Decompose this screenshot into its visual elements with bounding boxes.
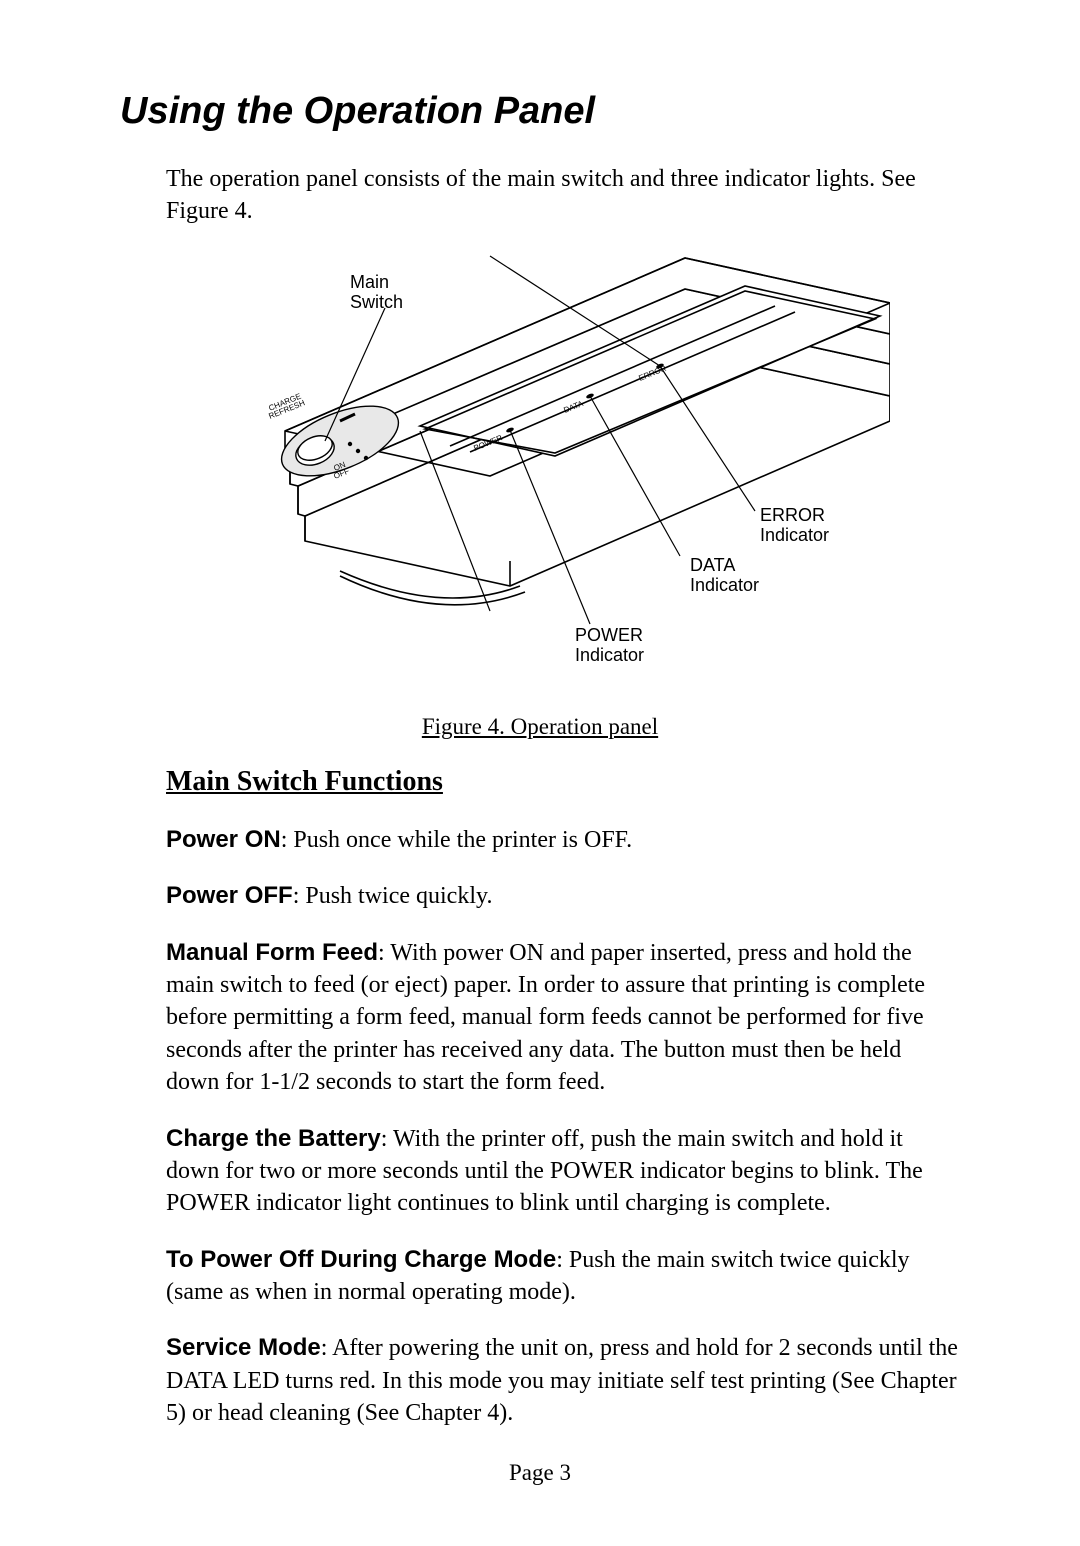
page-number: Page 3 [120,1460,960,1486]
para-text: : Push twice quickly. [293,883,493,909]
para-service-mode: Service Mode: After powering the unit on… [166,1332,960,1429]
power-indicator-label-line1: POWER [575,625,643,645]
para-power-on: Power ON: Push once while the printer is… [166,824,960,856]
para-label: Service Mode [166,1334,321,1361]
operation-panel-diagram: CHARGE REFRESH ON OFF POWER DATA ERROR [190,246,890,686]
para-label: Manual Form Feed [166,939,378,966]
para-label: To Power Off During Charge Mode [166,1246,556,1273]
para-manual-form-feed: Manual Form Feed: With power ON and pape… [166,937,960,1099]
section-heading: Main Switch Functions [166,766,960,798]
para-power-off: Power OFF: Push twice quickly. [166,880,960,912]
page: Using the Operation Panel The operation … [0,0,1080,1546]
power-indicator-label-line2: Indicator [575,645,644,665]
page-title: Using the Operation Panel [120,90,960,133]
intro-text: The operation panel consists of the main… [166,163,960,228]
error-indicator-label-line2: Indicator [760,525,829,545]
para-power-off-charge: To Power Off During Charge Mode: Push th… [166,1244,960,1309]
main-switch-label-line1: Main [350,272,389,292]
para-label: Power ON [166,826,281,853]
para-label: Charge the Battery [166,1125,381,1152]
data-indicator-label-line1: DATA [690,555,735,575]
figure-4: CHARGE REFRESH ON OFF POWER DATA ERROR [190,246,890,686]
para-charge-battery: Charge the Battery: With the printer off… [166,1123,960,1220]
main-switch-label-line2: Switch [350,292,403,312]
para-label: Power OFF [166,882,293,909]
para-text: : Push once while the printer is OFF. [281,827,632,853]
figure-caption: Figure 4. Operation panel [120,714,960,740]
error-indicator-label-line1: ERROR [760,505,825,525]
data-indicator-label-line2: Indicator [690,575,759,595]
